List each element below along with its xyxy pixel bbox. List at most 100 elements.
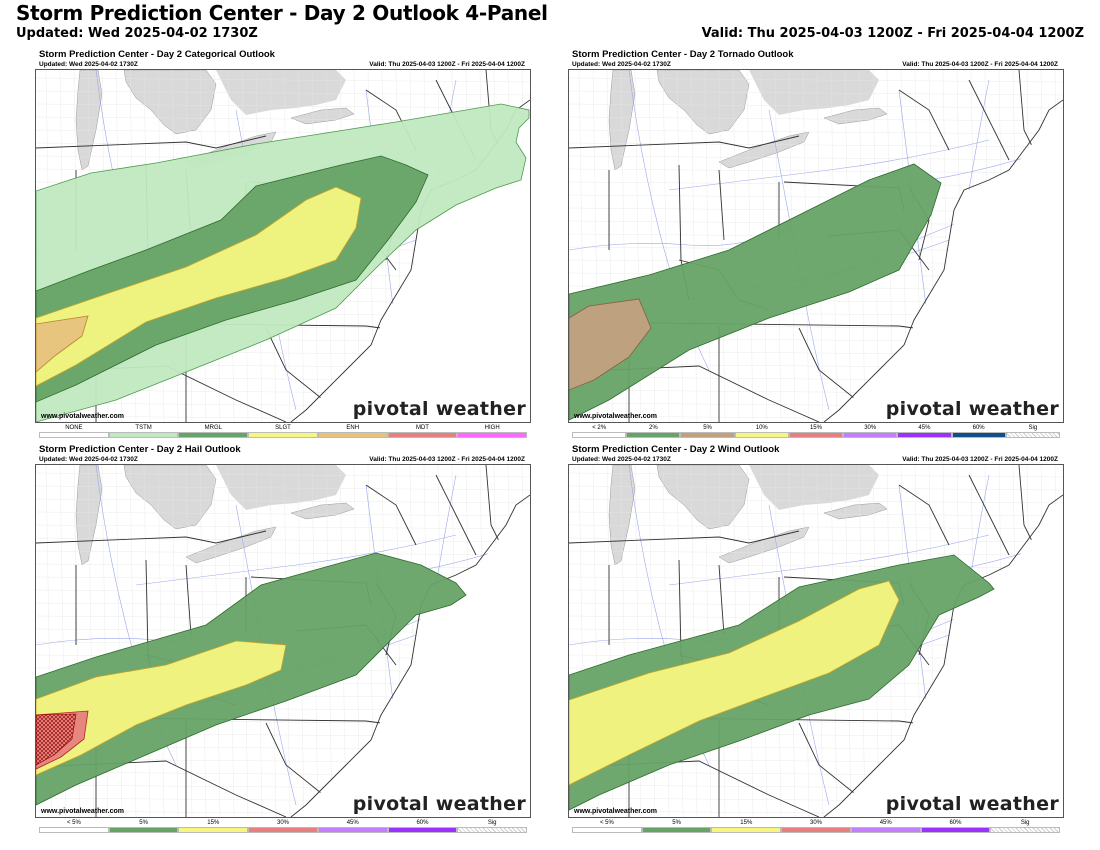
- legend-swatch: [680, 432, 735, 438]
- map-wind: www.pivotalweather.com pivotal weather: [568, 464, 1064, 818]
- panel-updated: Updated: Wed 2025-04-02 1730Z: [39, 456, 138, 463]
- panel-title: Storm Prediction Center - Day 2 Tornado …: [572, 49, 794, 60]
- risk-areas: [36, 103, 530, 422]
- legend-swatch: [178, 432, 249, 438]
- panel-updated: Updated: Wed 2025-04-02 1730Z: [39, 61, 138, 68]
- panel-wind: Storm Prediction Center - Day 2 Wind Out…: [568, 444, 1064, 834]
- legend-label: 45%: [879, 820, 892, 826]
- legend-swatch: [248, 432, 318, 438]
- legend-label: MDT: [415, 425, 429, 431]
- legend-item: < 2%: [572, 425, 627, 438]
- lake-huron: [656, 70, 750, 135]
- coastline: [290, 494, 530, 817]
- legend-item: 45%: [850, 820, 921, 833]
- legend-label: < 2%: [592, 425, 607, 431]
- page-valid-time: Valid: Thu 2025-04-03 1200Z - Fri 2025-0…: [701, 26, 1084, 41]
- risk-areas: [569, 163, 942, 421]
- legend-item: ENH: [317, 425, 388, 438]
- legend-label: 30%: [277, 820, 290, 826]
- panel-valid: Valid: Thu 2025-04-03 1200Z - Fri 2025-0…: [902, 61, 1058, 68]
- legend-swatch: [178, 827, 249, 833]
- ocean: [827, 505, 1063, 817]
- legend-item: < 5%: [39, 820, 109, 833]
- map-tornado: www.pivotalweather.com pivotal weather: [568, 69, 1064, 423]
- legend-swatch: [387, 827, 458, 833]
- tornado-5pct-area: [569, 298, 652, 391]
- legend-swatch: [1005, 432, 1060, 438]
- legend-swatch: [920, 827, 991, 833]
- legend-item: 45%: [897, 425, 952, 438]
- legend-label: 30%: [864, 425, 877, 431]
- legend-label: TSTM: [135, 425, 152, 431]
- legend-item: MRGL: [178, 425, 249, 438]
- legend-label: MRGL: [204, 425, 222, 431]
- legend-label: 5%: [703, 425, 712, 431]
- lake-erie: [718, 131, 810, 169]
- state-border: [365, 484, 417, 546]
- brand-logo: pivotal weather: [885, 398, 1059, 420]
- coastline: [823, 494, 1063, 817]
- legend-item: 30%: [843, 425, 898, 438]
- legend-swatch: [108, 827, 179, 833]
- panel-title: Storm Prediction Center - Day 2 Hail Out…: [39, 444, 241, 455]
- map-hail: www.pivotalweather.com pivotal weather: [35, 464, 531, 818]
- legend-item: 60%: [387, 820, 458, 833]
- legend-item: < 5%: [572, 820, 642, 833]
- state-border: [968, 79, 1010, 161]
- page-updated: Updated: Wed 2025-04-02 1730Z: [16, 26, 258, 41]
- ocean: [294, 505, 530, 817]
- legend-swatch: [843, 432, 898, 438]
- state-border: [898, 484, 950, 546]
- legend-swatch: [951, 432, 1006, 438]
- panel-hail: Storm Prediction Center - Day 2 Hail Out…: [35, 444, 531, 834]
- state-border: [718, 564, 725, 636]
- risk-areas: [569, 554, 995, 811]
- panel-updated: Updated: Wed 2025-04-02 1730Z: [572, 61, 671, 68]
- panel-title: Storm Prediction Center - Day 2 Categori…: [39, 49, 275, 60]
- legend: < 5% 5% 15% 30% 45% 60% Sig: [572, 820, 1061, 833]
- state-border: [569, 530, 800, 544]
- state-border: [36, 135, 267, 149]
- legend: < 5% 5% 15% 30% 45% 60% Sig: [39, 820, 528, 833]
- slgt-area: [36, 186, 362, 387]
- canada-landmass: [749, 465, 879, 510]
- lake-erie: [185, 526, 277, 564]
- lake-ontario: [823, 107, 888, 125]
- lake-huron: [123, 465, 217, 530]
- hail-sig-area: [36, 713, 77, 766]
- risk-areas: [36, 552, 467, 806]
- canada-landmass: [216, 70, 346, 115]
- legend-item: 60%: [951, 425, 1006, 438]
- website-label: www.pivotalweather.com: [574, 413, 657, 420]
- legend-item: 5%: [680, 425, 735, 438]
- legend-item: 15%: [788, 425, 844, 438]
- state-border: [569, 135, 800, 149]
- legend-label: ENH: [346, 425, 360, 431]
- legend-label: 5%: [672, 820, 681, 826]
- legend-swatch: [108, 432, 179, 438]
- legend-item: MDT: [387, 425, 458, 438]
- legend-item: Sig: [1005, 425, 1060, 438]
- lake-ontario: [290, 107, 355, 125]
- panel-valid: Valid: Thu 2025-04-03 1200Z - Fri 2025-0…: [369, 61, 525, 68]
- legend-item: 60%: [920, 820, 991, 833]
- brand-logo: pivotal weather: [352, 793, 526, 815]
- ocean: [827, 110, 1063, 422]
- legend-swatch: [850, 827, 921, 833]
- brand-logo: pivotal weather: [885, 793, 1059, 815]
- lake-ontario: [823, 502, 888, 520]
- legend-swatch: [317, 827, 388, 833]
- panel-updated: Updated: Wed 2025-04-02 1730Z: [572, 456, 671, 463]
- legend-swatch: [39, 827, 109, 833]
- page-title: Storm Prediction Center - Day 2 Outlook …: [16, 1, 548, 25]
- panel-valid: Valid: Thu 2025-04-03 1200Z - Fri 2025-0…: [369, 456, 525, 463]
- legend-swatch: [788, 432, 844, 438]
- legend-label: 60%: [949, 820, 962, 826]
- legend-swatch: [457, 827, 528, 833]
- panel-valid: Valid: Thu 2025-04-03 1200Z - Fri 2025-0…: [902, 456, 1058, 463]
- legend-label: 15%: [207, 820, 220, 826]
- legend-label: < 5%: [66, 820, 81, 826]
- legend-swatch: [317, 432, 388, 438]
- legend-label: 15%: [809, 425, 822, 431]
- legend-label: NONE: [65, 425, 83, 431]
